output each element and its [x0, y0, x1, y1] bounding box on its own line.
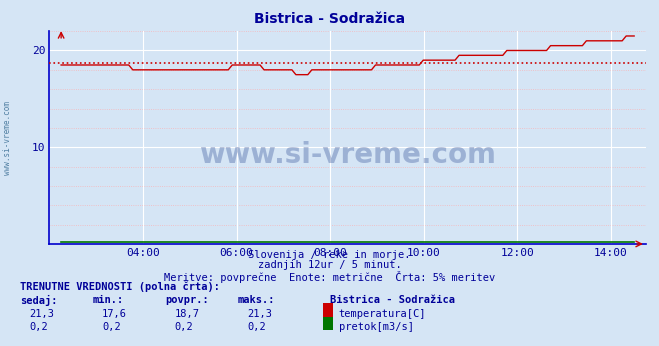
Text: www.si-vreme.com: www.si-vreme.com	[3, 101, 13, 175]
Text: Meritve: povprečne  Enote: metrične  Črta: 5% meritev: Meritve: povprečne Enote: metrične Črta:…	[164, 271, 495, 283]
Text: 17,6: 17,6	[102, 309, 127, 319]
Text: 0,2: 0,2	[102, 322, 121, 333]
Text: 21,3: 21,3	[30, 309, 55, 319]
Text: maks.:: maks.:	[237, 295, 275, 305]
Text: www.si-vreme.com: www.si-vreme.com	[199, 140, 496, 169]
Text: Bistrica - Sodražica: Bistrica - Sodražica	[254, 12, 405, 26]
Text: zadnjih 12ur / 5 minut.: zadnjih 12ur / 5 minut.	[258, 260, 401, 270]
Text: pretok[m3/s]: pretok[m3/s]	[339, 322, 414, 333]
Text: min.:: min.:	[92, 295, 123, 305]
Text: 0,2: 0,2	[175, 322, 193, 333]
Text: Slovenija / reke in morje.: Slovenija / reke in morje.	[248, 250, 411, 260]
Text: povpr.:: povpr.:	[165, 295, 208, 305]
Text: TRENUTNE VREDNOSTI (polna črta):: TRENUTNE VREDNOSTI (polna črta):	[20, 282, 219, 292]
Text: sedaj:: sedaj:	[20, 295, 57, 306]
Text: temperatura[C]: temperatura[C]	[339, 309, 426, 319]
Text: 0,2: 0,2	[247, 322, 266, 333]
Text: Bistrica - Sodražica: Bistrica - Sodražica	[330, 295, 455, 305]
Text: 0,2: 0,2	[30, 322, 48, 333]
Text: 18,7: 18,7	[175, 309, 200, 319]
Text: 21,3: 21,3	[247, 309, 272, 319]
